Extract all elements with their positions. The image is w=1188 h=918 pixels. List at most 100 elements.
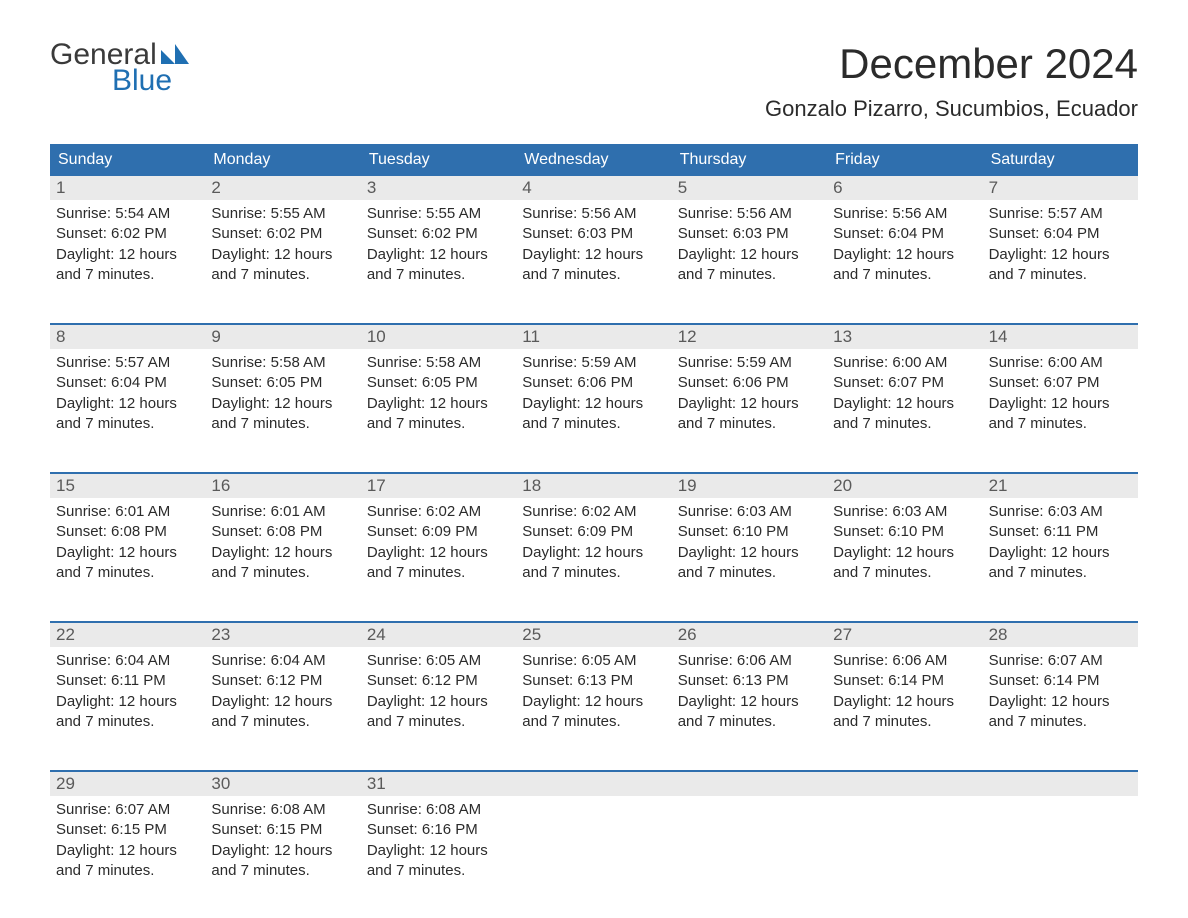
sunset-line: Sunset: 6:02 PM xyxy=(56,224,199,244)
day-cell: Sunrise: 6:04 AMSunset: 6:12 PMDaylight:… xyxy=(205,647,360,754)
sunset-line: Sunset: 6:14 PM xyxy=(833,671,976,691)
sunrise-line: Sunrise: 5:57 AM xyxy=(989,204,1132,224)
location-subtitle: Gonzalo Pizarro, Sucumbios, Ecuador xyxy=(765,96,1138,122)
sunrise-line: Sunrise: 5:55 AM xyxy=(211,204,354,224)
sunset-line: Sunset: 6:03 PM xyxy=(522,224,665,244)
day-cell: Sunrise: 6:00 AMSunset: 6:07 PMDaylight:… xyxy=(827,349,982,456)
sunset-line: Sunset: 6:06 PM xyxy=(678,373,821,393)
daylight-line: Daylight: 12 hours and 7 minutes. xyxy=(522,692,665,733)
day-cell: Sunrise: 5:57 AMSunset: 6:04 PMDaylight:… xyxy=(983,200,1138,307)
day-cell: Sunrise: 5:58 AMSunset: 6:05 PMDaylight:… xyxy=(205,349,360,456)
day-number: 30 xyxy=(205,772,360,796)
daylight-line: Daylight: 12 hours and 7 minutes. xyxy=(833,692,976,733)
day-cell: Sunrise: 5:59 AMSunset: 6:06 PMDaylight:… xyxy=(516,349,671,456)
day-number: 13 xyxy=(827,325,982,349)
weekday-header: Sunday xyxy=(50,144,205,176)
weekday-header-row: SundayMondayTuesdayWednesdayThursdayFrid… xyxy=(50,144,1138,176)
day-number: 21 xyxy=(983,474,1138,498)
day-cell xyxy=(516,796,671,903)
day-number: 24 xyxy=(361,623,516,647)
calendar-week: 293031 Sunrise: 6:07 AMSunset: 6:15 PMDay… xyxy=(50,770,1138,903)
sunrise-line: Sunrise: 6:05 AM xyxy=(522,651,665,671)
sunrise-line: Sunrise: 5:58 AM xyxy=(211,353,354,373)
day-number: 23 xyxy=(205,623,360,647)
daylight-line: Daylight: 12 hours and 7 minutes. xyxy=(211,394,354,435)
day-number: 25 xyxy=(516,623,671,647)
daylight-line: Daylight: 12 hours and 7 minutes. xyxy=(989,245,1132,286)
sunset-line: Sunset: 6:02 PM xyxy=(211,224,354,244)
daylight-line: Daylight: 12 hours and 7 minutes. xyxy=(211,543,354,584)
day-number-row: 22232425262728 xyxy=(50,623,1138,647)
daylight-line: Daylight: 12 hours and 7 minutes. xyxy=(56,245,199,286)
weekday-header: Friday xyxy=(827,144,982,176)
daylight-line: Daylight: 12 hours and 7 minutes. xyxy=(211,692,354,733)
daylight-line: Daylight: 12 hours and 7 minutes. xyxy=(833,394,976,435)
daylight-line: Daylight: 12 hours and 7 minutes. xyxy=(989,543,1132,584)
sunrise-line: Sunrise: 6:07 AM xyxy=(989,651,1132,671)
title-block: December 2024 Gonzalo Pizarro, Sucumbios… xyxy=(765,40,1138,136)
day-number: 15 xyxy=(50,474,205,498)
daylight-line: Daylight: 12 hours and 7 minutes. xyxy=(678,394,821,435)
day-number: 29 xyxy=(50,772,205,796)
day-cell: Sunrise: 5:58 AMSunset: 6:05 PMDaylight:… xyxy=(361,349,516,456)
sunrise-line: Sunrise: 6:08 AM xyxy=(367,800,510,820)
day-number: 20 xyxy=(827,474,982,498)
sunrise-line: Sunrise: 6:06 AM xyxy=(678,651,821,671)
day-cell xyxy=(672,796,827,903)
sunset-line: Sunset: 6:10 PM xyxy=(833,522,976,542)
calendar-week: 15161718192021Sunrise: 6:01 AMSunset: 6:… xyxy=(50,472,1138,605)
day-number: 8 xyxy=(50,325,205,349)
sunset-line: Sunset: 6:05 PM xyxy=(211,373,354,393)
day-cell: Sunrise: 5:56 AMSunset: 6:03 PMDaylight:… xyxy=(672,200,827,307)
calendar-weeks: 1234567Sunrise: 5:54 AMSunset: 6:02 PMDa… xyxy=(50,176,1138,903)
sunrise-line: Sunrise: 6:04 AM xyxy=(56,651,199,671)
daylight-line: Daylight: 12 hours and 7 minutes. xyxy=(989,394,1132,435)
daylight-line: Daylight: 12 hours and 7 minutes. xyxy=(367,394,510,435)
day-cell: Sunrise: 5:56 AMSunset: 6:03 PMDaylight:… xyxy=(516,200,671,307)
day-cell: Sunrise: 5:59 AMSunset: 6:06 PMDaylight:… xyxy=(672,349,827,456)
day-number: 9 xyxy=(205,325,360,349)
sunrise-line: Sunrise: 6:03 AM xyxy=(833,502,976,522)
sunrise-line: Sunrise: 5:56 AM xyxy=(833,204,976,224)
day-cell: Sunrise: 6:03 AMSunset: 6:11 PMDaylight:… xyxy=(983,498,1138,605)
daylight-line: Daylight: 12 hours and 7 minutes. xyxy=(211,841,354,882)
day-cell: Sunrise: 6:02 AMSunset: 6:09 PMDaylight:… xyxy=(516,498,671,605)
weekday-header: Saturday xyxy=(983,144,1138,176)
day-number: 11 xyxy=(516,325,671,349)
daylight-line: Daylight: 12 hours and 7 minutes. xyxy=(211,245,354,286)
sunrise-line: Sunrise: 6:02 AM xyxy=(367,502,510,522)
day-number: 1 xyxy=(50,176,205,200)
day-cell: Sunrise: 6:08 AMSunset: 6:15 PMDaylight:… xyxy=(205,796,360,903)
weekday-header: Thursday xyxy=(672,144,827,176)
daylight-line: Daylight: 12 hours and 7 minutes. xyxy=(56,692,199,733)
sunrise-line: Sunrise: 6:08 AM xyxy=(211,800,354,820)
daylight-line: Daylight: 12 hours and 7 minutes. xyxy=(989,692,1132,733)
day-cell: Sunrise: 6:05 AMSunset: 6:13 PMDaylight:… xyxy=(516,647,671,754)
sunrise-line: Sunrise: 6:03 AM xyxy=(678,502,821,522)
sunset-line: Sunset: 6:02 PM xyxy=(367,224,510,244)
day-number: 31 xyxy=(361,772,516,796)
day-number xyxy=(827,772,982,796)
sunrise-line: Sunrise: 5:59 AM xyxy=(678,353,821,373)
daylight-line: Daylight: 12 hours and 7 minutes. xyxy=(678,245,821,286)
day-number: 27 xyxy=(827,623,982,647)
sunrise-line: Sunrise: 5:55 AM xyxy=(367,204,510,224)
logo-word-2: Blue xyxy=(112,66,172,96)
sunrise-line: Sunrise: 6:01 AM xyxy=(211,502,354,522)
day-number: 16 xyxy=(205,474,360,498)
day-number: 4 xyxy=(516,176,671,200)
sunset-line: Sunset: 6:13 PM xyxy=(678,671,821,691)
daylight-line: Daylight: 12 hours and 7 minutes. xyxy=(678,692,821,733)
sunset-line: Sunset: 6:11 PM xyxy=(56,671,199,691)
day-cell: Sunrise: 6:07 AMSunset: 6:15 PMDaylight:… xyxy=(50,796,205,903)
daylight-line: Daylight: 12 hours and 7 minutes. xyxy=(56,841,199,882)
day-number: 6 xyxy=(827,176,982,200)
day-cell xyxy=(983,796,1138,903)
day-cell: Sunrise: 6:05 AMSunset: 6:12 PMDaylight:… xyxy=(361,647,516,754)
calendar-week: 1234567Sunrise: 5:54 AMSunset: 6:02 PMDa… xyxy=(50,176,1138,307)
sunset-line: Sunset: 6:15 PM xyxy=(211,820,354,840)
sunset-line: Sunset: 6:12 PM xyxy=(367,671,510,691)
day-cell xyxy=(827,796,982,903)
daylight-line: Daylight: 12 hours and 7 minutes. xyxy=(367,841,510,882)
sunset-line: Sunset: 6:04 PM xyxy=(989,224,1132,244)
